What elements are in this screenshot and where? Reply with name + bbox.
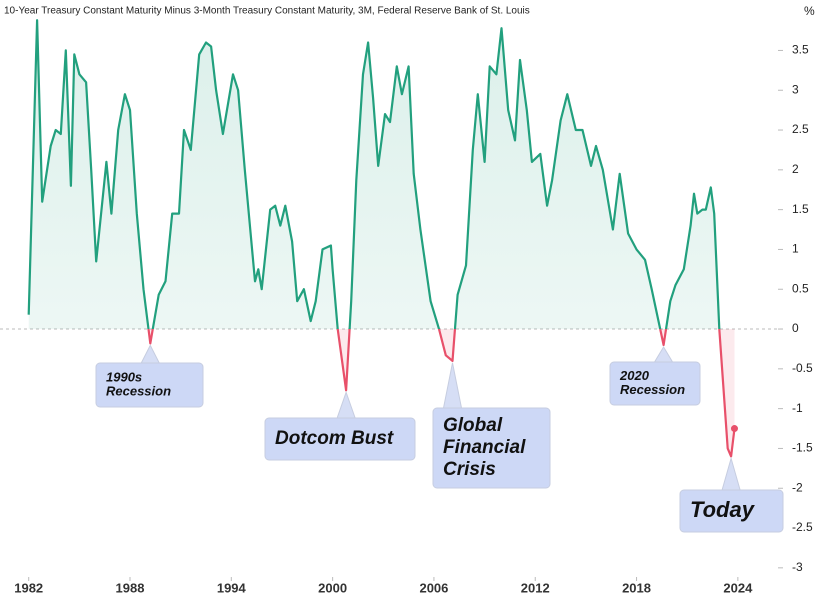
annotation-text: Financial [443, 437, 526, 458]
annotation-text: 1990s [106, 369, 142, 384]
x-tick-label: 1982 [14, 580, 43, 595]
annotation-pointer [653, 345, 674, 363]
y-tick-label: -1 [792, 401, 803, 415]
y-tick-label: -1.5 [792, 441, 813, 455]
annotation-pointer [442, 362, 463, 409]
annotation: Today [679, 456, 784, 533]
y-tick-label: 1.5 [792, 202, 809, 216]
chart-title: 10-Year Treasury Constant Maturity Minus… [4, 6, 530, 17]
x-tick-label: 2012 [521, 580, 550, 595]
annotation-pointer [140, 344, 161, 364]
annotation-text: Dotcom Bust [275, 428, 394, 449]
annotation-text: Recession [620, 382, 685, 397]
annotation-box [95, 362, 204, 408]
y-tick-label: 2.5 [792, 122, 809, 136]
annotation-box [432, 407, 551, 489]
y-tick-label: -0.5 [792, 361, 813, 375]
x-tick-label: 2018 [622, 580, 651, 595]
y-axis-label: % [804, 4, 815, 18]
x-tick-label: 2000 [318, 580, 347, 595]
y-tick-label: -2 [792, 480, 803, 494]
annotation-box [609, 361, 701, 406]
y-tick-label: 2 [792, 162, 799, 176]
y-tick-label: 3.5 [792, 43, 809, 57]
y-tick-label: 0 [792, 321, 799, 335]
annotation-text: Recession [106, 383, 171, 398]
x-tick-label: 1994 [217, 580, 247, 595]
annotation-pointer [721, 456, 741, 491]
y-tick-label: 3 [792, 82, 799, 96]
annotation-box [264, 417, 416, 461]
annotation-text: Today [690, 497, 756, 522]
y-tick-label: 1 [792, 242, 799, 256]
y-tick-label: 0.5 [792, 281, 809, 295]
x-tick-label: 2006 [419, 580, 448, 595]
y-tick-label: -2.5 [792, 520, 813, 534]
annotation-box [679, 489, 784, 533]
annotation-text: 2020 [619, 368, 650, 383]
annotation-text: Crisis [443, 459, 496, 480]
area-positive [28, 20, 735, 330]
annotation-pointer [336, 390, 356, 419]
x-tick-label: 1988 [116, 580, 145, 595]
x-tick-label: 2024 [723, 580, 753, 595]
annotation: Dotcom Bust [264, 390, 416, 461]
last-point [730, 425, 738, 433]
line-positive [27, 19, 721, 330]
annotation-text: Global [443, 415, 503, 436]
y-tick-label: -3 [792, 560, 803, 574]
